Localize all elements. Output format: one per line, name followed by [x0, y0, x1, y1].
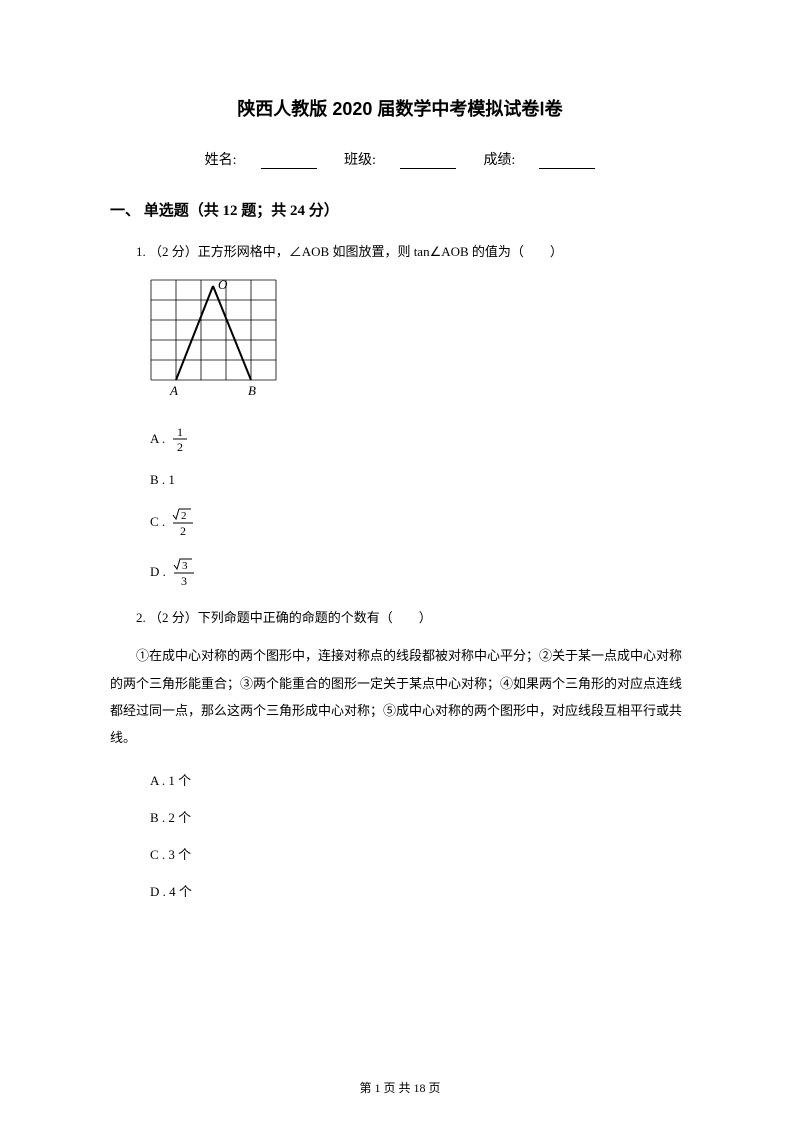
- option-prefix: A .: [150, 431, 165, 447]
- question-2-paragraph: ①在成中心对称的两个图形中，连接对称点的线段都被对称中心平分；②关于某一点成中心…: [110, 642, 690, 751]
- option-prefix: C .: [150, 514, 165, 530]
- student-info-row: 姓名: 班级: 成绩:: [110, 149, 690, 169]
- svg-text:1: 1: [177, 425, 183, 439]
- footer-prefix: 第: [359, 1081, 374, 1095]
- svg-text:O: O: [218, 279, 228, 292]
- svg-text:A: A: [169, 383, 178, 398]
- q2-option-b: B . 2 个: [150, 807, 690, 826]
- fraction-sqrt3-over-3-icon: 3 3: [172, 556, 196, 588]
- svg-text:2: 2: [177, 440, 183, 454]
- question-1-figure: O A B: [150, 279, 690, 406]
- fraction-one-half-icon: 1 2: [171, 424, 189, 454]
- svg-text:B: B: [248, 383, 256, 398]
- fraction-sqrt2-over-2-icon: 2 2: [171, 506, 195, 538]
- question-2-text: 2. （2 分）下列命题中正确的命题的个数有（ ）: [110, 606, 690, 631]
- svg-text:3: 3: [182, 560, 188, 572]
- score-label: 成绩:: [483, 153, 515, 168]
- footer-mid: 页 共: [380, 1081, 413, 1095]
- svg-text:3: 3: [181, 574, 187, 588]
- class-blank: [400, 155, 456, 169]
- svg-text:2: 2: [181, 510, 187, 522]
- q2-option-a: A . 1 个: [150, 770, 690, 789]
- name-label: 姓名:: [205, 153, 237, 168]
- page-total: 18: [414, 1081, 426, 1095]
- q2-option-c: C . 3 个: [150, 844, 690, 863]
- page-footer: 第 1 页 共 18 页: [0, 1079, 800, 1096]
- q1-option-b: B . 1: [150, 472, 690, 488]
- q2-option-d: D . 4 个: [150, 881, 690, 900]
- name-blank: [261, 155, 317, 169]
- q1-option-c: C . 2 2: [150, 506, 690, 538]
- footer-suffix: 页: [426, 1081, 441, 1095]
- section-header: 一、 单选题（共 12 题；共 24 分）: [110, 199, 690, 220]
- page-title: 陕西人教版 2020 届数学中考模拟试卷Ⅰ卷: [110, 95, 690, 121]
- score-blank: [539, 155, 595, 169]
- q1-option-a: A . 1 2: [150, 424, 690, 454]
- svg-text:2: 2: [180, 524, 186, 538]
- class-label: 班级:: [344, 153, 376, 168]
- question-1-text: 1. （2 分）正方形网格中，∠AOB 如图放置，则 tan∠AOB 的值为（ …: [110, 240, 690, 265]
- q1-option-d: D . 3 3: [150, 556, 690, 588]
- option-prefix: D .: [150, 564, 166, 580]
